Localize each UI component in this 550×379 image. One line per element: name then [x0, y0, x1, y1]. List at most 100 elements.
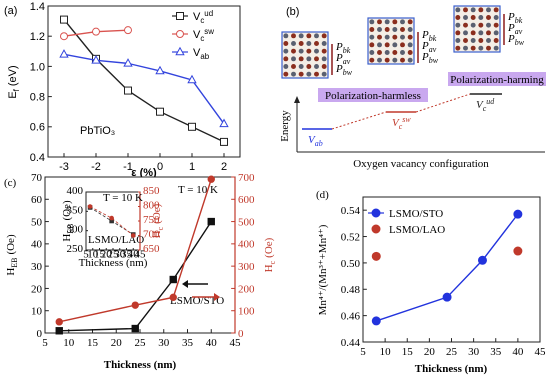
atom — [455, 22, 461, 28]
x-axis-label: Thickness (nm) — [104, 359, 177, 371]
marker — [371, 316, 381, 326]
atom — [291, 56, 296, 62]
polarization-label: Pav — [421, 40, 437, 54]
text-part: (eV) — [7, 65, 19, 86]
atom — [463, 22, 468, 28]
text-part: sw — [402, 115, 411, 124]
atom — [486, 22, 491, 28]
atom — [407, 50, 413, 55]
y-tick-label: 0.6 — [30, 122, 45, 134]
region-box — [318, 88, 428, 102]
y2-tick-label: 200 — [238, 283, 255, 295]
text-part: ab — [315, 139, 323, 148]
panel-label: (d) — [316, 189, 329, 201]
atom — [407, 19, 413, 25]
atom — [314, 64, 319, 69]
y-axis-label: Energy — [279, 110, 291, 142]
text-part: (Oe) — [151, 203, 163, 223]
atom — [493, 15, 499, 20]
arrowhead — [182, 280, 188, 288]
y-tick-label: 0.54 — [341, 205, 361, 217]
atom — [384, 19, 390, 25]
atom — [493, 7, 499, 13]
marker — [513, 246, 523, 256]
legend-marker — [175, 46, 185, 56]
atom — [377, 42, 382, 48]
legend-label: Vab — [193, 47, 210, 61]
x-tick-label: -3 — [59, 161, 69, 173]
polarization-label: Pav — [335, 52, 351, 66]
atom — [298, 33, 304, 39]
x-tick-label: -2 — [91, 161, 101, 173]
atom — [306, 33, 312, 39]
atom — [470, 30, 476, 36]
marker — [124, 86, 132, 95]
atom — [321, 71, 327, 77]
text-part: V — [476, 99, 484, 111]
text-part: H — [151, 230, 163, 238]
x-tick-label: 35 — [182, 337, 194, 349]
region-label: Polarization-harmless — [325, 90, 421, 102]
atom — [314, 56, 319, 62]
x-tick-label: 15 — [402, 346, 414, 358]
atom — [478, 30, 484, 36]
x-tick-label: 10 — [380, 346, 392, 358]
text-part: LSMO/LAO — [389, 224, 445, 236]
x-tick-label: 5 — [42, 337, 48, 349]
atom — [463, 45, 468, 51]
atom — [493, 38, 499, 43]
y2-tick-label: 800 — [143, 199, 160, 211]
atom — [463, 38, 468, 43]
y-tick-label: 60 — [31, 194, 43, 206]
atom — [478, 7, 484, 13]
text-part: (Oe) — [61, 200, 73, 220]
x-tick-label: 10 — [87, 249, 99, 261]
y-tick-label: 0.46 — [341, 310, 361, 322]
x-tick-label: -1 — [123, 161, 133, 173]
legend-marker — [371, 208, 381, 218]
y-tick-label: 250 — [67, 243, 84, 255]
marker — [219, 118, 229, 128]
y-axis-label: Ef (eV) — [7, 65, 21, 98]
atom — [486, 7, 491, 13]
legend-label: Vcsw — [193, 27, 214, 43]
y-tick-label: 300 — [67, 224, 84, 236]
atom — [470, 22, 476, 28]
atom — [407, 27, 413, 32]
marker — [131, 324, 139, 333]
x-tick-label: 30 — [158, 337, 170, 349]
x-tick-label: 0 — [157, 161, 163, 173]
crystal — [453, 5, 501, 53]
annotation: T = 10 K — [103, 192, 143, 204]
atom — [291, 48, 296, 54]
atom — [291, 71, 296, 77]
marker — [123, 58, 133, 67]
y2-tick-label: 700 — [143, 228, 160, 240]
y-tick-label: 0.52 — [341, 231, 360, 243]
atom — [384, 50, 390, 55]
x-tick-label: 40 — [206, 337, 218, 349]
x-tick-label: 35 — [121, 249, 133, 261]
text-part: P — [507, 22, 515, 34]
annotation: LSMO/STO — [170, 295, 224, 307]
marker — [55, 327, 63, 335]
text-part: EB — [66, 224, 75, 234]
text-part: V — [193, 29, 201, 41]
atom — [377, 19, 382, 25]
text-part: bk — [343, 46, 351, 55]
y2-axis-label: Hc (Oe) — [151, 203, 165, 238]
atom — [384, 27, 390, 32]
atom — [306, 71, 312, 77]
x-axis-label: ε (%) — [131, 167, 157, 179]
marker — [60, 32, 68, 41]
atom — [478, 22, 484, 28]
series-line — [63, 19, 225, 143]
atom — [298, 48, 304, 54]
atom — [455, 15, 461, 20]
atom — [493, 30, 499, 36]
legend-label: Vcud — [193, 9, 213, 25]
atom — [470, 38, 476, 43]
atom — [291, 41, 296, 46]
y2-tick-label: 700 — [238, 172, 255, 184]
atom — [392, 57, 398, 63]
